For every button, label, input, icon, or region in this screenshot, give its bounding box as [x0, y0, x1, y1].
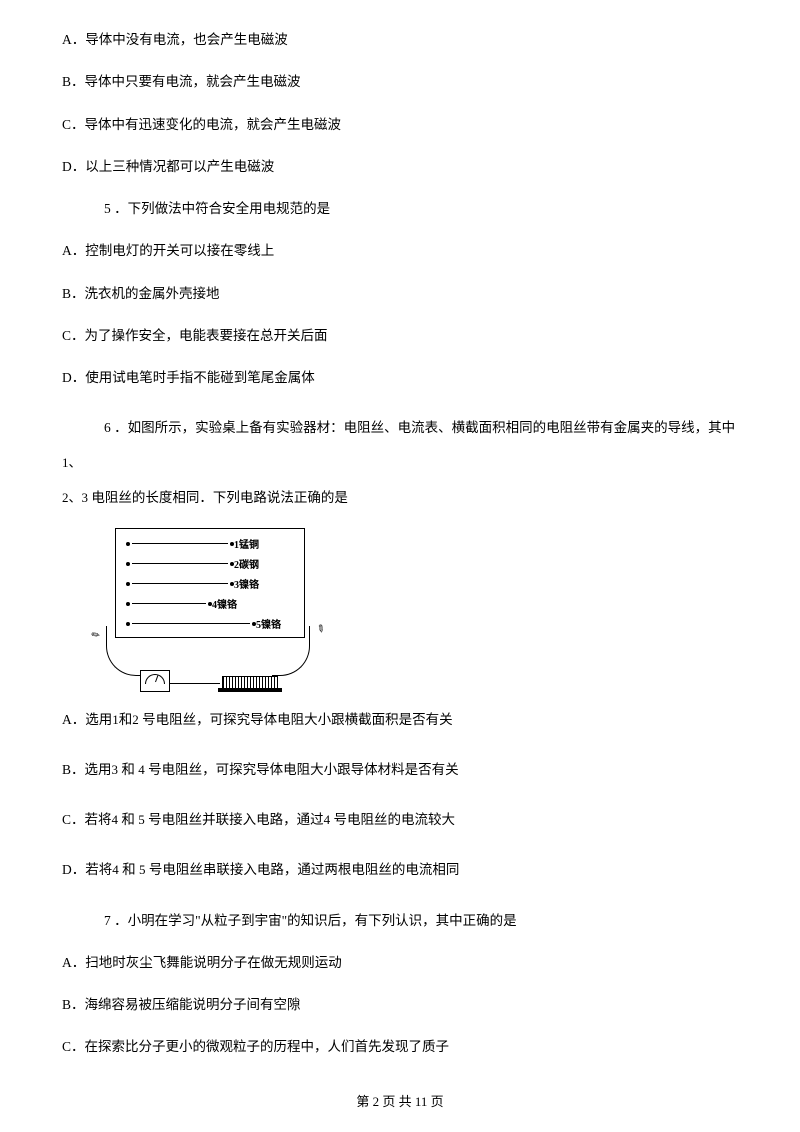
q6-stem-part2: 电阻丝的长度相同．下列电路说法正确的是: [88, 490, 348, 505]
wire-label: 1锰铜: [234, 536, 259, 551]
q5-stem: 5 ．下列做法中符合安全用电规范的是: [62, 199, 738, 219]
q7-stem: 7 ．小明在学习"从粒子到宇宙"的知识后，有下列认识，其中正确的是: [62, 911, 738, 931]
q6-stem: 6 ．如图所示，实验桌上备有实验器材：电阻丝、电流表、横截面积相同的电阻丝带有金…: [62, 410, 738, 515]
q6-option-c: C．若将4 和 5 号电阻丝并联接入电路，通过4 号电阻丝的电流较大: [62, 810, 738, 830]
q5-option-b: B．洗衣机的金属外壳接地: [62, 284, 738, 304]
circuit-bottom: [90, 634, 330, 692]
battery-base: [218, 688, 282, 692]
q6-option-a: A．选用1和2 号电阻丝，可探究导体电阻大小跟横截面积是否有关: [62, 710, 738, 730]
q4-option-c: C．导体中有迅速变化的电流，就会产生电磁波: [62, 115, 738, 135]
lead-left: [106, 626, 144, 676]
q7-option-c: C．在探索比分子更小的微观粒子的历程中，人们首先发现了质子: [62, 1037, 738, 1057]
wire-row: 5镍铬: [126, 617, 294, 631]
wire-line: [132, 603, 206, 604]
text: 和: [119, 712, 133, 727]
wire-row: 3镍铬: [126, 577, 294, 591]
q6-stem-part1: 6 ．如图所示，实验桌上备有实验器材：电阻丝、电流表、横截面积相同的电阻丝带有金…: [62, 420, 735, 435]
q4-option-d: D．以上三种情况都可以产生电磁波: [62, 157, 738, 177]
q7-option-b: B．海绵容易被压缩能说明分子间有空隙: [62, 995, 738, 1015]
page-footer: 第 2 页 共 11 页: [0, 1091, 800, 1110]
text: 号电阻丝，可探究导体电阻大小跟导体材料是否有关: [145, 762, 459, 777]
ammeter-icon: [140, 670, 170, 692]
q6-num23: 2、3: [62, 490, 88, 505]
bottom-wire: [170, 683, 220, 684]
q5-option-d: D．使用试电笔时手指不能碰到笔尾金属体: [62, 368, 738, 388]
wire-line: [132, 563, 228, 564]
q5-option-a: A．控制电灯的开关可以接在零线上: [62, 241, 738, 261]
wire-label: 2碳钢: [234, 556, 259, 571]
q6-diagram: 1锰铜2碳钢3镍铬4镍铬5镍铬 ✎ ✎: [90, 528, 330, 692]
text: 和: [119, 862, 139, 877]
wire-label: 4镍铬: [212, 596, 237, 611]
wire-row: 1锰铜: [126, 537, 294, 551]
text: B．选用: [62, 762, 112, 777]
q7-option-a: A．扫地时灰尘飞舞能说明分子在做无规则运动: [62, 953, 738, 973]
q5-option-c: C．为了操作安全，电能表要接在总开关后面: [62, 326, 738, 346]
text: D．若将: [62, 862, 112, 877]
wire-row: 2碳钢: [126, 557, 294, 571]
wire-row: 4镍铬: [126, 597, 294, 611]
lead-right: [272, 626, 310, 676]
text: A．选用: [62, 712, 112, 727]
wire-board: 1锰铜 2碳钢 3镍铬 4镍铬 5镍铬: [115, 528, 305, 638]
q6-option-b: B．选用3 和 4 号电阻丝，可探究导体电阻大小跟导体材料是否有关: [62, 760, 738, 780]
text: 和: [118, 812, 138, 827]
text: 号电阻丝串联接入电路，通过两根电阻丝的电流相同: [146, 862, 460, 877]
text: 号电阻丝并联接入电路，通过: [145, 812, 324, 827]
q4-option-a: A．导体中没有电流，也会产生电磁波: [62, 30, 738, 50]
q4-option-b: B．导体中只要有电流，就会产生电磁波: [62, 72, 738, 92]
wire-label: 3镍铬: [234, 576, 259, 591]
wire-line: [132, 583, 228, 584]
wire-line: [132, 543, 228, 544]
q6-num1: 1、: [62, 455, 82, 470]
text: 号电阻丝的电流较大: [330, 812, 455, 827]
text: 和: [118, 762, 138, 777]
wire-line: [132, 623, 250, 624]
q6-option-d: D．若将4 和 5 号电阻丝串联接入电路，通过两根电阻丝的电流相同: [62, 860, 738, 880]
text: C．若将: [62, 812, 112, 827]
text: 号电阻丝，可探究导体电阻大小跟横截面积是否有关: [139, 712, 453, 727]
